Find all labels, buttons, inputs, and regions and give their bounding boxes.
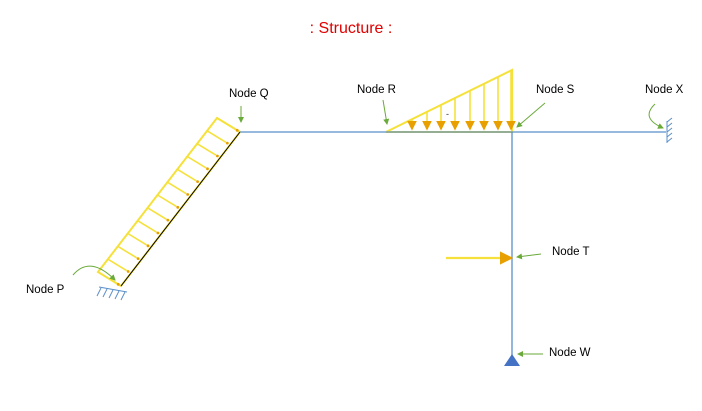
pointer-x xyxy=(648,103,664,129)
label-node-x: Node X xyxy=(645,84,684,96)
udl-arrow xyxy=(147,207,167,220)
label-node-r: Node R xyxy=(357,84,396,96)
udl-arrow xyxy=(216,117,237,131)
pointer-r xyxy=(382,99,390,125)
udl-arrow xyxy=(186,155,207,169)
pointer-p xyxy=(72,265,116,281)
fixed-support-p-icon xyxy=(96,286,128,301)
udl-arrow xyxy=(137,219,157,233)
pinned-support-w-icon xyxy=(504,354,520,366)
udl-arrow-head xyxy=(146,244,150,248)
udl-arrow-head xyxy=(216,154,219,158)
member-pq xyxy=(120,131,241,287)
udl-arrow-head xyxy=(206,167,209,171)
udl-arrow xyxy=(127,232,148,246)
udl-arrow-head xyxy=(225,141,229,145)
udl-arrow-head xyxy=(156,231,160,235)
diagram-title: : Structure : xyxy=(309,20,393,37)
udl-arrow xyxy=(157,194,177,208)
label-node-p: Node P xyxy=(26,284,65,296)
pointer-s xyxy=(516,102,546,128)
members xyxy=(120,131,666,358)
udl-arrow-head xyxy=(166,218,170,222)
load-mark: - xyxy=(446,109,449,119)
udl-arrow-head xyxy=(116,282,120,286)
pointer-t xyxy=(516,253,542,260)
udl-load-pq xyxy=(96,116,242,288)
udl-arrow xyxy=(176,168,197,182)
udl-arrow-head xyxy=(176,205,180,209)
udl-arrow-head xyxy=(136,257,140,261)
udl-arrow-head xyxy=(196,180,199,184)
label-node-w: Node W xyxy=(549,347,591,359)
label-node-t: Node T xyxy=(552,246,590,258)
fixed-support-x-icon xyxy=(666,117,673,143)
node-pointers xyxy=(72,99,664,357)
udl-arrow xyxy=(97,271,118,285)
label-node-q: Node Q xyxy=(229,88,269,100)
triangular-load-rs xyxy=(385,68,516,133)
udl-arrow xyxy=(117,245,138,259)
label-node-s: Node S xyxy=(536,84,575,96)
udl-arrow xyxy=(107,258,128,272)
udl-arrow-head xyxy=(235,128,239,132)
udl-arrow-head xyxy=(186,193,190,196)
udl-arrow-head xyxy=(126,270,130,273)
udl-arrow xyxy=(196,142,217,156)
udl-arrow xyxy=(206,130,227,143)
udl-arrow xyxy=(167,181,187,195)
